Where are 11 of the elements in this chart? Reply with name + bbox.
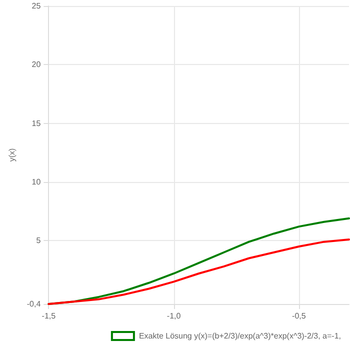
y-tick-label: 10 [32,177,42,186]
legend-label: Exakte Lösung y(x)=(b+2/3)/exp(a^3)*exp(x^3)-2/3, a=-1, [138,332,342,340]
y-tick-label: 15 [32,118,42,128]
y-tick-label: 5 [36,236,42,246]
x-tick-label: -0,5 [292,312,306,320]
x-tick-label: -1,0 [166,312,182,320]
y-tick-label: 25 [32,2,42,10]
x-tick-label: -1,5 [42,312,56,320]
y-tick-label: 20 [32,60,42,70]
y-axis-title: y(x) [8,148,16,162]
y-tick-label: -0,4 [26,300,42,308]
